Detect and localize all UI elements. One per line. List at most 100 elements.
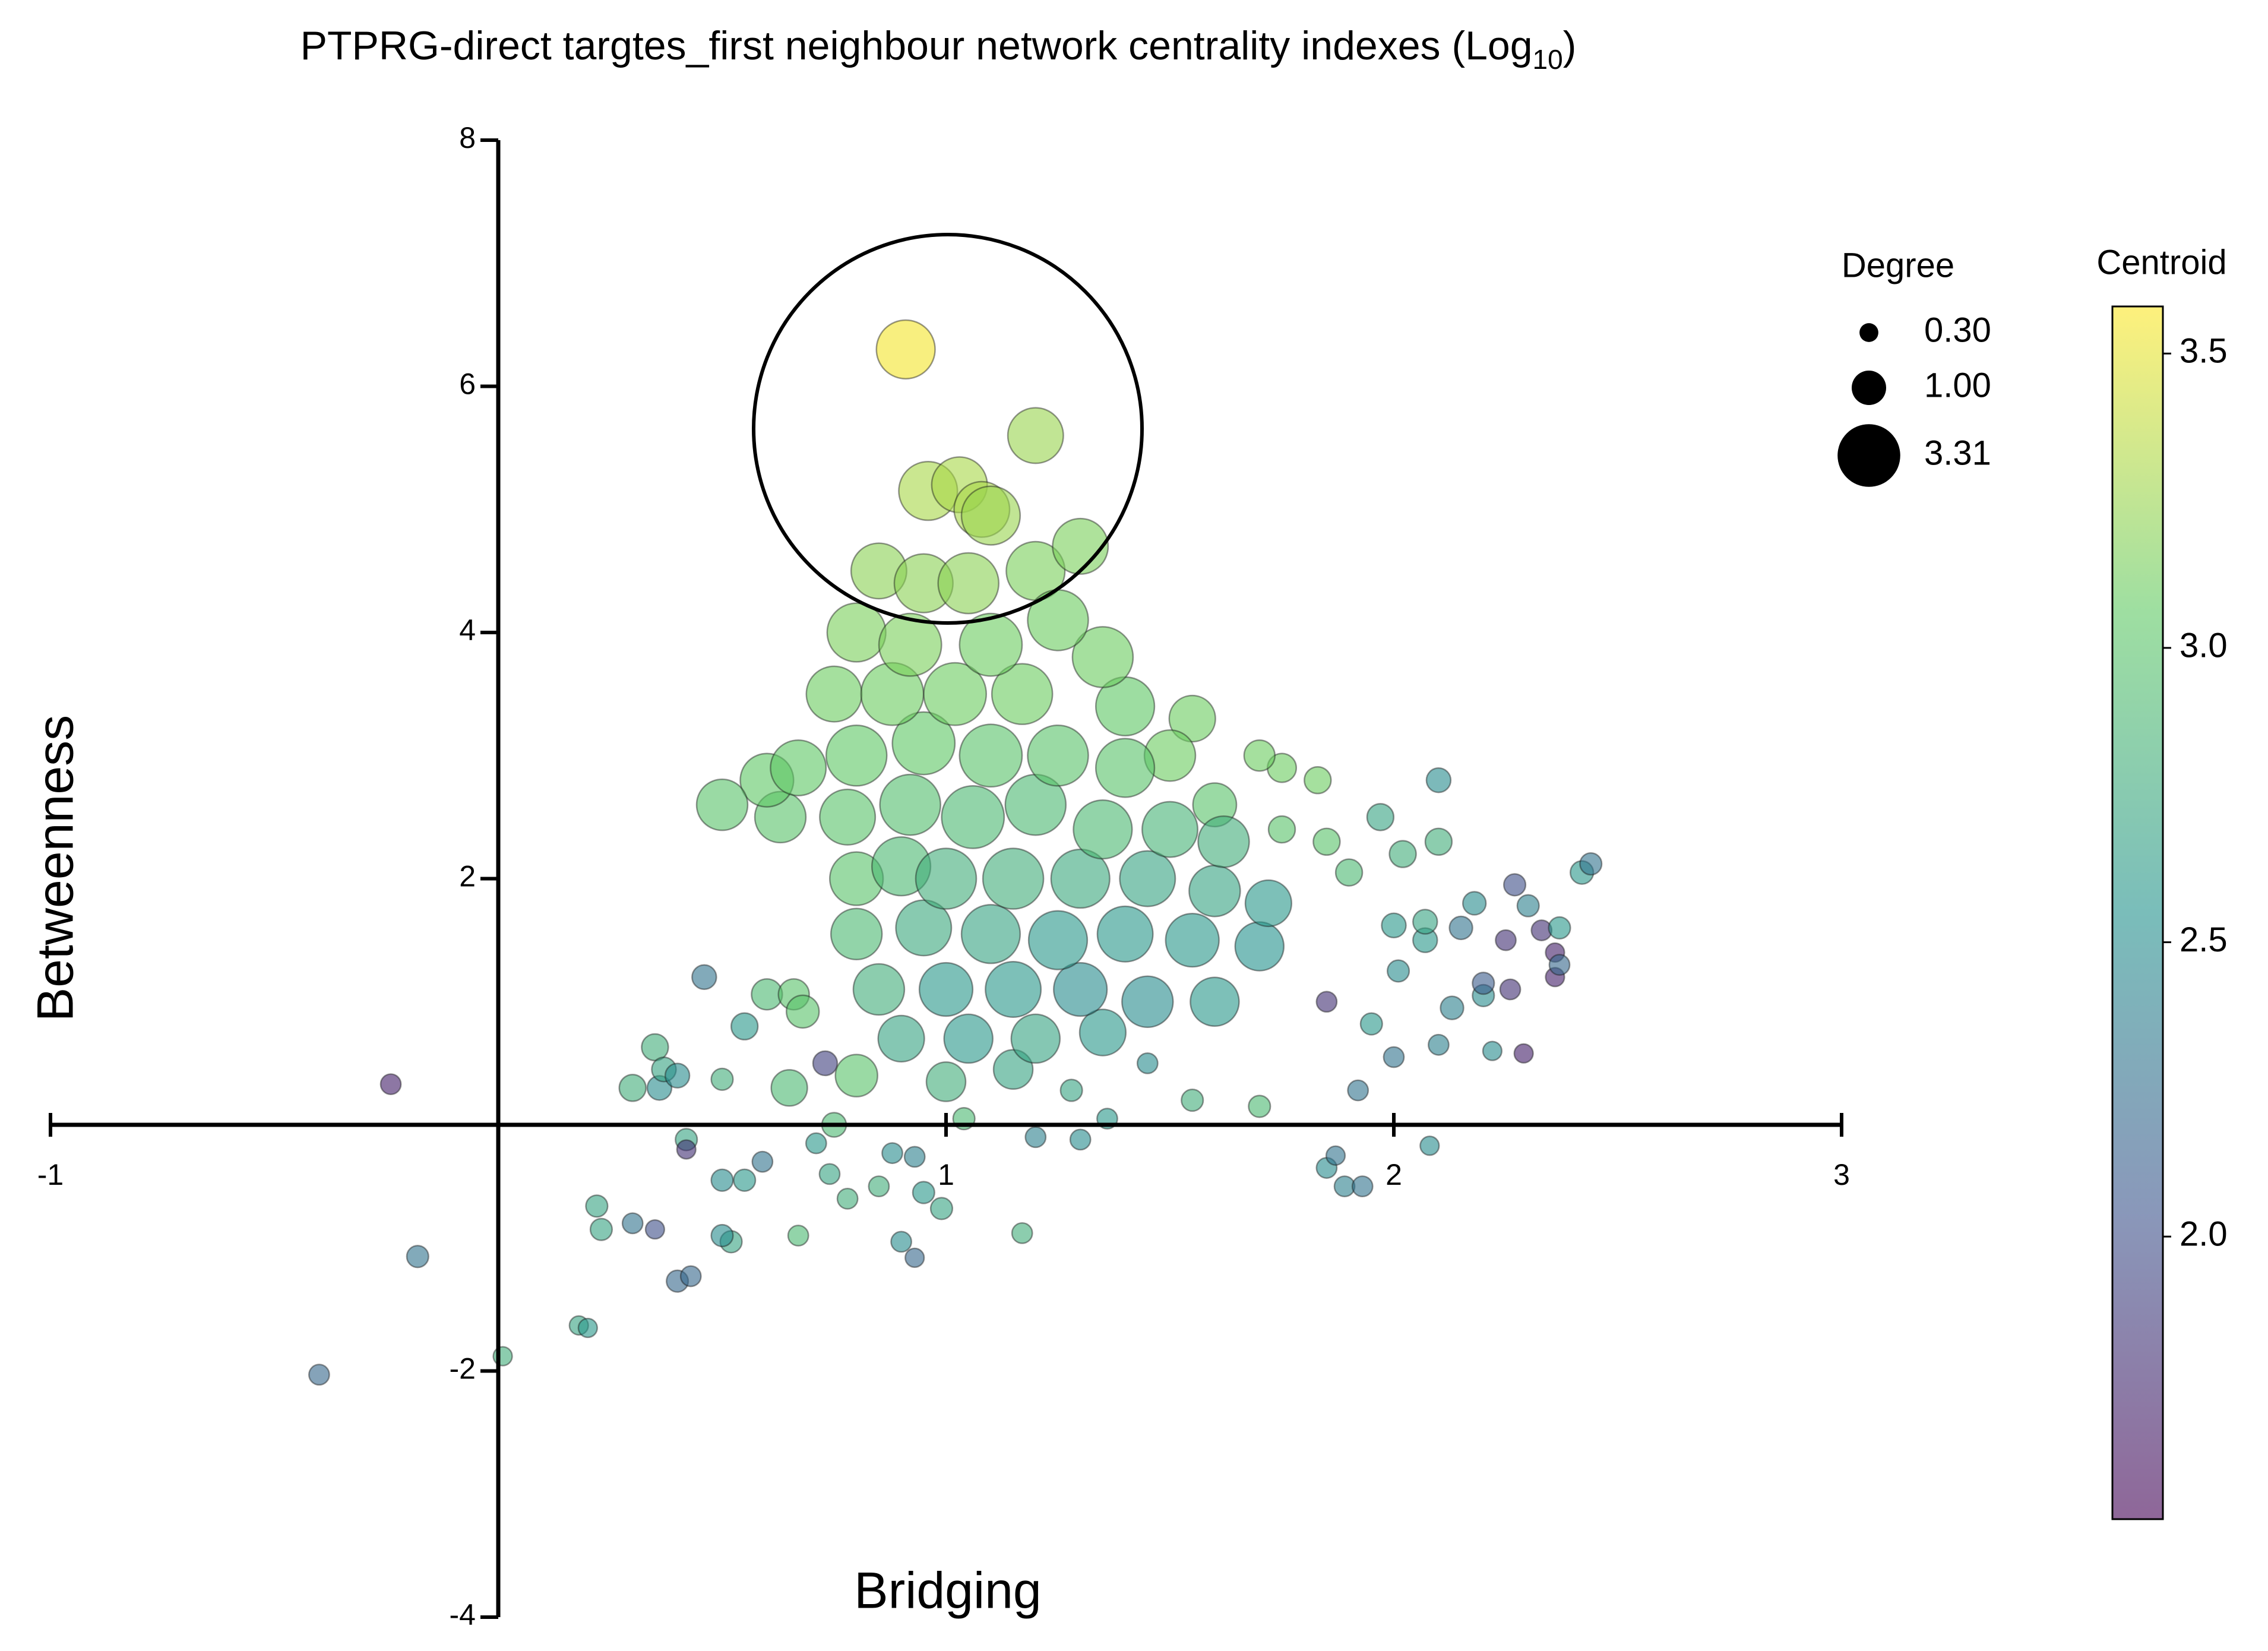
bubble [710,1067,734,1091]
bubble [770,1069,808,1107]
colorbar-title: Centroid [2096,243,2226,282]
bubble [691,964,717,991]
colorbar-tick-label: 2.0 [2180,1215,2228,1254]
bubble [1427,1033,1450,1056]
bubble [1419,1136,1440,1156]
bubble [1440,995,1464,1020]
size-legend-label: 0.30 [1924,311,1991,349]
bubble [1304,766,1332,795]
bubble [1197,815,1250,868]
bubble [1052,517,1109,575]
chart-title: PTPRG-direct targtes_first neighbour net… [300,23,1577,75]
y-tick-label: 8 [459,121,476,154]
bubble [879,773,941,836]
bubble [770,739,827,796]
bubble [895,899,953,957]
bubble [1462,891,1487,916]
title-subscript: 10 [1533,44,1563,75]
axes: -1 1 2 3 -4 -2 2 4 6 8 [37,121,1850,1631]
bubble [1071,626,1134,688]
bubble [1502,873,1527,897]
bubble [1121,975,1174,1029]
bubble [618,1074,647,1102]
bubble [830,907,883,961]
bubble [929,1197,954,1220]
bubble [1096,905,1154,963]
bubble [1495,929,1517,951]
bubble [875,319,936,379]
bubble [1119,850,1176,907]
legend: Degree 0.30 1.00 3.31 Centroid 2.0 2.5 3.0 3.5 [1837,243,2228,1520]
bubble [1078,1008,1127,1057]
bubble [1351,1175,1374,1198]
y-tick-label: -2 [450,1352,476,1386]
bubble [925,1061,967,1102]
bubble [733,1168,757,1192]
x-tick-label: 1 [938,1158,954,1191]
bubble [881,1142,903,1165]
bubble [308,1364,330,1386]
bubble [1315,991,1338,1013]
bubble [834,1054,878,1097]
bubble [904,1247,925,1268]
bubble [644,1219,666,1240]
bubble [1388,840,1417,868]
title-suffix: ) [1563,23,1577,68]
bubble [1011,1222,1033,1244]
y-tick-label: 4 [459,613,476,647]
bubble [1010,1013,1061,1064]
bubble [1141,801,1199,858]
bubble [406,1245,429,1269]
bubble [937,552,1000,615]
bubble [923,662,988,726]
colorbar [2111,305,2164,1520]
bubble [1027,724,1089,787]
bubble [1516,894,1540,918]
bubble [1366,803,1395,831]
bubble [1548,954,1571,976]
bubble [1095,738,1156,798]
bubble [585,1194,609,1218]
bubble [1248,1095,1271,1118]
bubble [825,724,888,787]
size-legend-title: Degree [1842,246,1954,284]
bubble [868,1175,890,1198]
bubble [1381,912,1407,939]
x-tick-label: 3 [1833,1158,1850,1191]
size-legend-marker [1859,323,1878,342]
bubble [1027,589,1089,651]
bubble [710,1168,734,1192]
bubble [1027,910,1089,970]
y-tick-label: 6 [459,368,476,401]
bubble [1234,921,1285,972]
bubble [891,711,956,776]
bubble [890,1231,913,1253]
bubble [589,1217,613,1241]
bubble [960,904,1021,964]
bubble [1050,848,1111,909]
bubble [492,1346,513,1367]
bubble [1053,961,1108,1017]
bubble [1024,1126,1047,1149]
bubble [918,961,974,1017]
bubble [1383,1046,1405,1068]
x-tick-label: -1 [37,1158,64,1191]
bubble [991,663,1054,725]
bubble [805,665,863,723]
bubble [1472,972,1495,995]
bubble [785,994,820,1029]
bubble [852,963,906,1016]
colorbar-tick-label: 3.0 [2180,626,2228,665]
bubble [878,612,942,677]
bubble [959,723,1023,788]
bubble [877,1014,925,1063]
bubble [992,1049,1034,1090]
title-main: PTPRG-direct targtes_first neighbour net… [300,23,1533,68]
bubble [751,1150,774,1173]
bubble [960,485,1021,546]
bubble [1181,1088,1204,1112]
bubble [1425,767,1452,793]
colorbar-tick-label: 2.5 [2180,921,2228,959]
